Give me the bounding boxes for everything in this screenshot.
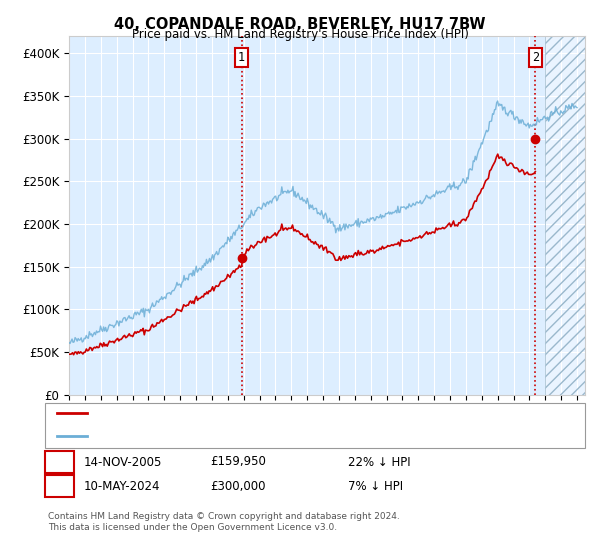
Text: 2: 2 [56,479,63,493]
Text: 40, COPANDALE ROAD, BEVERLEY, HU17 7BW: 40, COPANDALE ROAD, BEVERLEY, HU17 7BW [114,17,486,32]
Text: £300,000: £300,000 [210,479,265,493]
Text: 2: 2 [532,51,539,64]
Text: 1: 1 [238,51,245,64]
Text: 1: 1 [56,455,63,469]
Text: Contains HM Land Registry data © Crown copyright and database right 2024.
This d: Contains HM Land Registry data © Crown c… [48,512,400,532]
Text: Price paid vs. HM Land Registry's House Price Index (HPI): Price paid vs. HM Land Registry's House … [131,28,469,41]
Bar [545,36,585,395]
Text: HPI: Average price, detached house, East Riding of Yorkshire: HPI: Average price, detached house, East… [94,431,425,441]
Text: 10-MAY-2024: 10-MAY-2024 [84,479,161,493]
Text: 22% ↓ HPI: 22% ↓ HPI [348,455,410,469]
Text: 7% ↓ HPI: 7% ↓ HPI [348,479,403,493]
Text: 14-NOV-2005: 14-NOV-2005 [84,455,163,469]
Text: £159,950: £159,950 [210,455,266,469]
Bar [545,36,585,395]
Text: 40, COPANDALE ROAD, BEVERLEY, HU17 7BW (detached house): 40, COPANDALE ROAD, BEVERLEY, HU17 7BW (… [94,408,445,418]
